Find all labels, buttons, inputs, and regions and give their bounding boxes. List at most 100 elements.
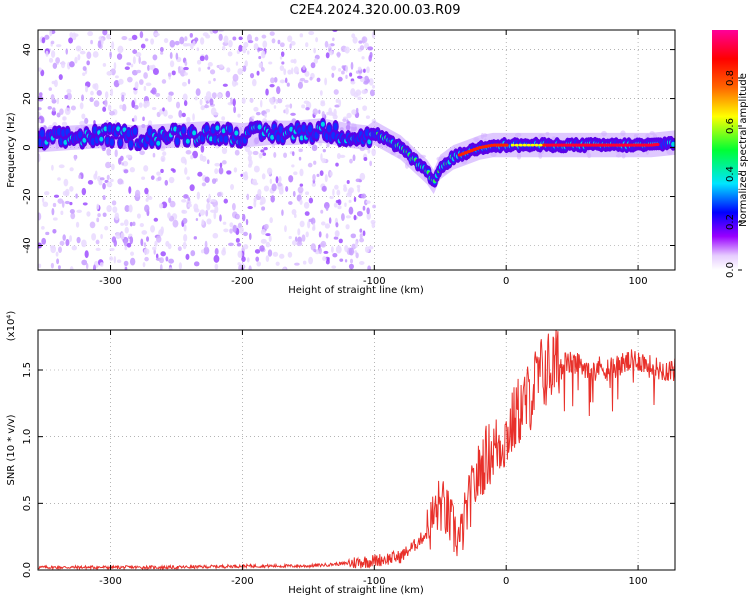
noise-speck [221,249,227,256]
noise-speck [344,259,348,263]
noise-speck [339,154,346,158]
noise-speck [187,203,192,208]
noise-speck [356,210,363,217]
noise-speck [141,230,148,235]
noise-speck [114,212,120,221]
noise-speck [276,86,281,95]
noise-speck [69,266,74,270]
noise-speck [353,196,357,203]
ridge-blob [109,138,115,147]
noise-speck [331,265,337,269]
ridge-blob [181,126,186,134]
noise-speck [357,186,361,193]
noise-speck [100,37,104,46]
noise-speck [269,178,273,185]
noise-speck [284,77,288,84]
colorbar: 0.0 0.2 0.4 0.6 0.8 Normalized spectral ampl… [712,30,749,278]
noise-speck [342,118,347,122]
noise-speck [253,165,260,173]
noise-speck [129,236,134,245]
noise-speck [291,209,297,215]
noise-speck [58,164,65,169]
noise-speck [114,75,119,79]
noise-speck [288,175,294,183]
noise-speck [362,105,368,111]
noise-speck [209,69,216,75]
noise-speck [206,218,212,225]
ridge-blob [147,128,153,136]
ridge-blob [204,124,210,133]
noise-speck [208,193,211,202]
noise-speck [63,178,69,187]
noise-speck [369,89,375,97]
noise-speck [109,256,114,261]
noise-speck [69,235,72,243]
ridge-blob [78,131,83,139]
noise-speck [312,222,316,230]
noise-speck [268,235,272,242]
noise-speck [195,217,199,222]
noise-speck [168,258,175,264]
noise-speck [316,173,320,177]
noise-speck [184,167,188,175]
noise-speck [58,246,62,254]
noise-speck [38,111,41,117]
noise-speck [264,113,267,118]
noise-speck [208,80,212,85]
noise-speck [223,198,228,204]
noise-speck [198,67,201,72]
noise-speck [150,38,155,45]
noise-speck [320,221,326,226]
noise-speck [168,176,175,184]
spectrogram-x-tick-label: -300 [99,276,122,287]
noise-speck [277,182,283,187]
noise-speck [119,155,124,161]
noise-speck [81,187,87,196]
noise-speck [269,84,275,88]
noise-speck [190,155,194,160]
noise-speck [196,191,201,200]
noise-speck [50,50,56,58]
noise-speck [66,92,72,101]
ridge-core [530,143,535,147]
colorbar-tick-label: 0.4 [725,166,736,182]
noise-speck [182,241,187,250]
noise-speck [183,233,188,242]
noise-speck [362,205,366,211]
noise-speck [183,224,187,232]
noise-speck [357,96,362,101]
noise-speck [343,186,348,192]
noise-speck [332,37,335,42]
spectrogram-y-tick-label: -40 [22,237,33,253]
noise-speck [41,197,45,203]
snr-x-tick-label: 0 [503,576,509,587]
noise-speck [87,31,94,37]
noise-speck [38,107,42,111]
noise-speck [289,103,293,109]
spectrogram-x-tick-label: 100 [629,276,648,287]
noise-speck [262,152,267,156]
noise-speck [110,163,115,171]
noise-speck [136,213,141,219]
noise-speck [366,207,370,215]
noise-speck [200,144,205,153]
noise-speck [102,212,107,218]
noise-speck [122,160,129,167]
noise-speck [70,212,76,220]
noise-speck [75,221,80,228]
noise-speck [218,64,224,69]
noise-speck [307,220,311,229]
noise-speck [120,222,124,226]
noise-speck [308,256,314,265]
noise-speck [288,201,293,205]
noise-speck [210,209,216,213]
noise-speck [322,148,326,153]
noise-speck [199,37,205,45]
noise-speck [253,199,257,208]
noise-speck [355,107,359,113]
noise-speck [228,242,234,247]
noise-speck [335,230,340,238]
noise-speck [183,194,189,199]
noise-speck [299,220,305,228]
noise-speck [305,107,310,111]
